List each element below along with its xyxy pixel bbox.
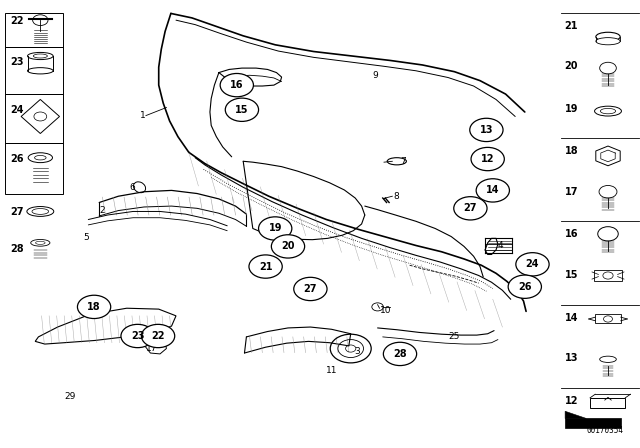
Ellipse shape bbox=[27, 207, 54, 216]
Text: 20: 20 bbox=[564, 61, 578, 71]
Ellipse shape bbox=[28, 153, 52, 163]
Text: 00170354: 00170354 bbox=[586, 426, 623, 435]
Circle shape bbox=[77, 295, 111, 319]
Ellipse shape bbox=[600, 108, 616, 114]
Circle shape bbox=[121, 324, 154, 348]
Circle shape bbox=[294, 277, 327, 301]
Circle shape bbox=[249, 255, 282, 278]
Text: 28: 28 bbox=[393, 349, 407, 359]
Text: 28: 28 bbox=[10, 244, 24, 254]
Text: 11: 11 bbox=[326, 366, 338, 375]
Text: 26: 26 bbox=[10, 155, 24, 164]
Text: 18: 18 bbox=[564, 146, 578, 156]
Text: 27: 27 bbox=[303, 284, 317, 294]
Bar bbox=[594, 270, 622, 281]
Circle shape bbox=[470, 118, 503, 142]
Text: 1: 1 bbox=[140, 111, 145, 120]
Bar bbox=[590, 398, 625, 408]
Text: 18: 18 bbox=[87, 302, 101, 312]
Text: 17: 17 bbox=[564, 187, 578, 197]
Text: 24: 24 bbox=[10, 105, 24, 115]
Text: 23: 23 bbox=[131, 331, 145, 341]
Text: 19: 19 bbox=[268, 224, 282, 233]
Text: 13: 13 bbox=[564, 353, 578, 363]
Text: 20: 20 bbox=[281, 241, 295, 251]
Polygon shape bbox=[596, 146, 620, 166]
Text: 14: 14 bbox=[486, 185, 500, 195]
Text: 17: 17 bbox=[146, 344, 157, 353]
Text: 9: 9 bbox=[372, 71, 378, 80]
Text: 16: 16 bbox=[230, 80, 244, 90]
Circle shape bbox=[471, 147, 504, 171]
Text: 12: 12 bbox=[564, 396, 578, 406]
Text: 23: 23 bbox=[10, 56, 24, 67]
Text: 5: 5 bbox=[83, 233, 89, 242]
Text: 15: 15 bbox=[564, 270, 578, 280]
Polygon shape bbox=[565, 411, 586, 418]
Text: 8: 8 bbox=[394, 192, 399, 201]
Circle shape bbox=[516, 253, 549, 276]
Text: 15: 15 bbox=[235, 105, 249, 115]
Text: 21: 21 bbox=[259, 262, 273, 271]
Circle shape bbox=[508, 275, 541, 298]
Text: 16: 16 bbox=[564, 229, 578, 239]
Circle shape bbox=[476, 179, 509, 202]
Circle shape bbox=[220, 73, 253, 97]
Polygon shape bbox=[21, 99, 60, 134]
Text: 24: 24 bbox=[525, 259, 540, 269]
Ellipse shape bbox=[595, 106, 621, 116]
Text: 22: 22 bbox=[10, 16, 24, 26]
Text: 13: 13 bbox=[479, 125, 493, 135]
Text: 6: 6 bbox=[129, 183, 135, 192]
Text: 2: 2 bbox=[99, 206, 105, 215]
Text: 14: 14 bbox=[564, 313, 578, 323]
Bar bbox=[5, 143, 63, 194]
Text: 25: 25 bbox=[448, 332, 460, 341]
Ellipse shape bbox=[31, 239, 50, 246]
Text: 19: 19 bbox=[564, 104, 578, 114]
Circle shape bbox=[383, 342, 417, 366]
Ellipse shape bbox=[600, 356, 616, 362]
Text: 12: 12 bbox=[481, 154, 495, 164]
Circle shape bbox=[271, 235, 305, 258]
Text: 10: 10 bbox=[380, 306, 391, 314]
Text: 29: 29 bbox=[64, 392, 76, 401]
Circle shape bbox=[259, 217, 292, 240]
Circle shape bbox=[454, 197, 487, 220]
Text: 7: 7 bbox=[401, 157, 406, 166]
Ellipse shape bbox=[596, 38, 620, 45]
Text: 27: 27 bbox=[463, 203, 477, 213]
Circle shape bbox=[141, 324, 175, 348]
Ellipse shape bbox=[28, 68, 53, 74]
Bar bbox=[5, 13, 63, 47]
Text: 22: 22 bbox=[151, 331, 165, 341]
Bar bbox=[5, 94, 63, 143]
Text: 4: 4 bbox=[498, 241, 504, 250]
Circle shape bbox=[599, 185, 617, 198]
Bar bbox=[5, 47, 63, 94]
Circle shape bbox=[598, 227, 618, 241]
Text: 21: 21 bbox=[564, 21, 578, 31]
Ellipse shape bbox=[596, 32, 620, 41]
Bar bbox=[565, 418, 621, 428]
Bar bbox=[595, 314, 621, 323]
Circle shape bbox=[600, 62, 616, 74]
Text: 26: 26 bbox=[518, 282, 532, 292]
Ellipse shape bbox=[28, 52, 53, 60]
Circle shape bbox=[225, 98, 259, 121]
Text: 27: 27 bbox=[10, 207, 24, 217]
Text: 3: 3 bbox=[354, 347, 360, 356]
